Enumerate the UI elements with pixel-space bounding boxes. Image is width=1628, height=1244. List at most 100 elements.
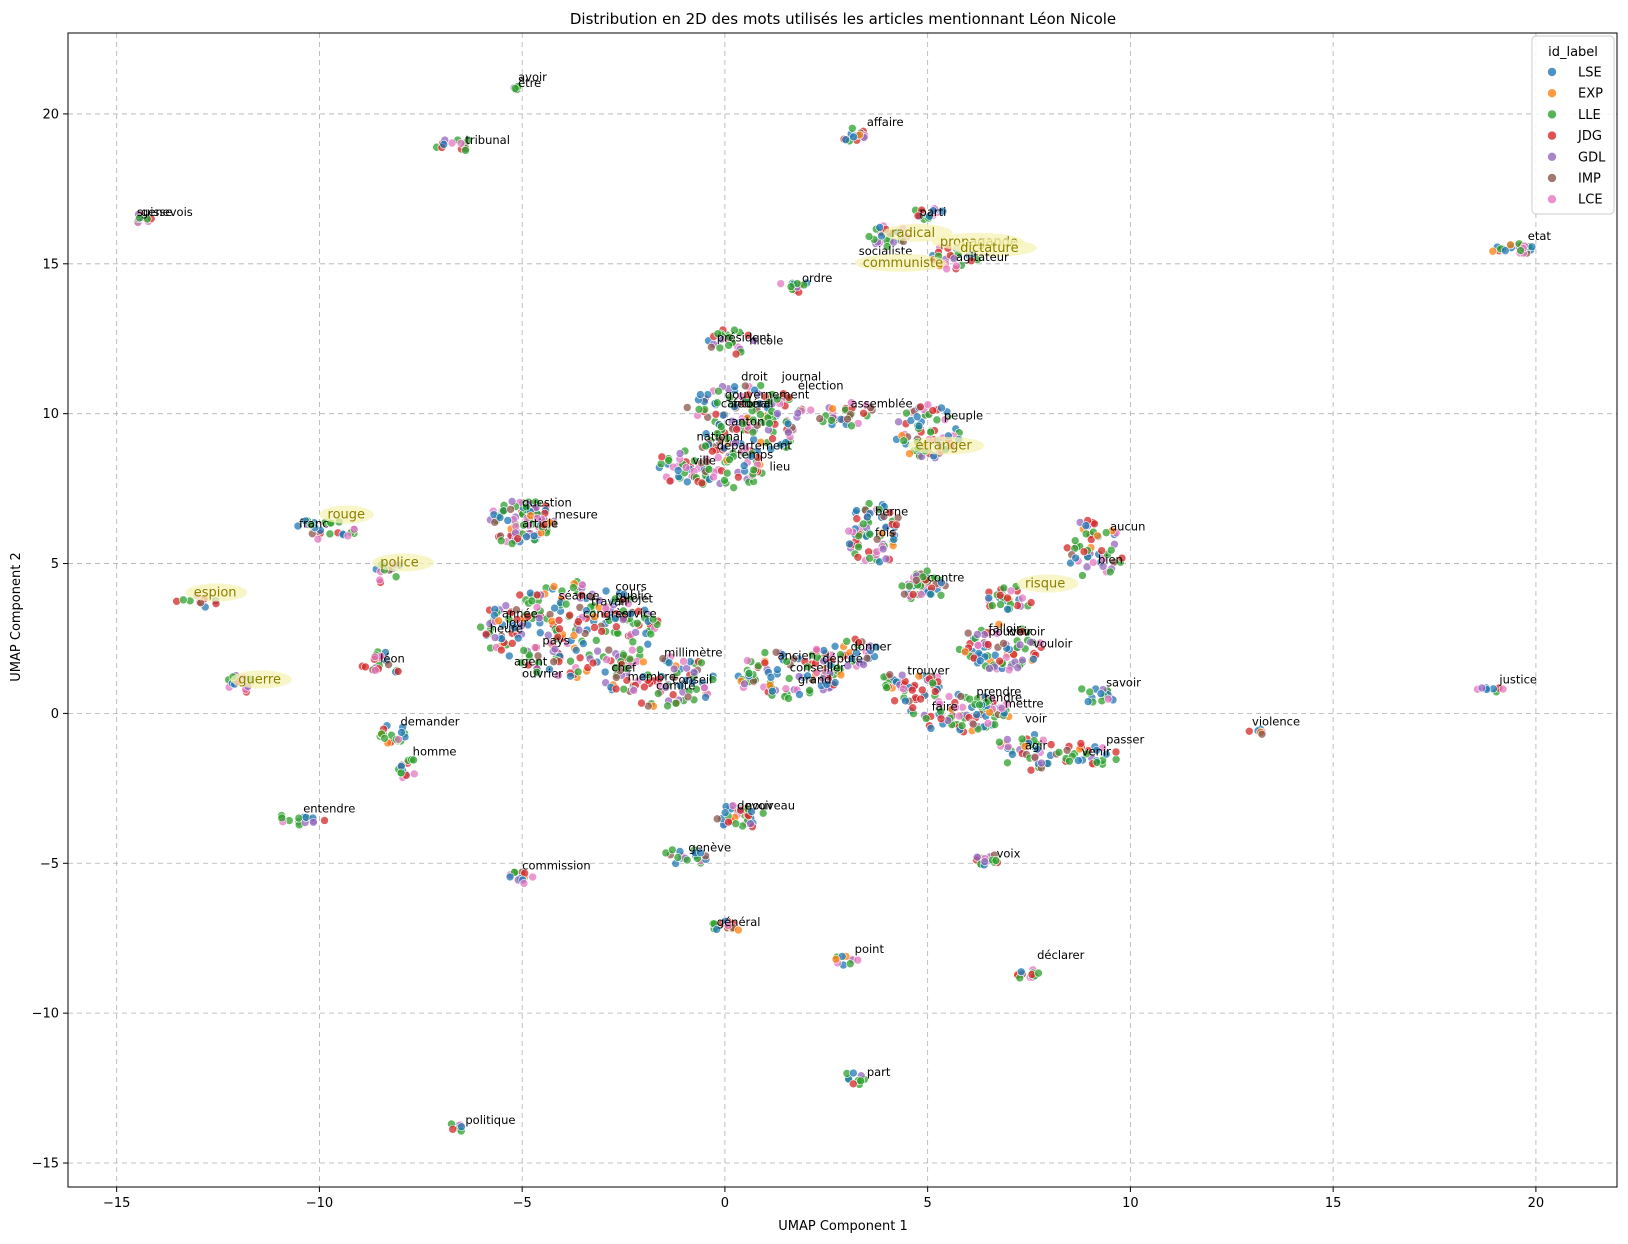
scatter-point-lce <box>554 671 563 680</box>
scatter-point-lce <box>602 655 611 664</box>
word-label: heure <box>490 621 523 635</box>
scatter-point-lse <box>712 925 721 934</box>
x-tick-label: 5 <box>924 1196 932 1211</box>
scatter-point-imp <box>879 512 889 521</box>
scatter-point-jdg <box>892 520 901 530</box>
legend-label-gdl: GDL <box>1578 150 1606 165</box>
word-label: falloir <box>988 621 1021 635</box>
scatter-point-jdg <box>859 408 868 418</box>
scatter-point-lce <box>578 580 587 590</box>
scatter-point-lle <box>864 499 874 508</box>
scatter-point-jdg <box>634 606 643 616</box>
word-label: mettre <box>1005 696 1044 710</box>
scatter-point-lse <box>975 656 985 666</box>
word-label: question <box>522 496 572 510</box>
scatter-point-lce <box>530 643 540 652</box>
scatter-point-imp <box>703 412 712 422</box>
scatter-point-lle <box>611 594 620 604</box>
scatter-point-lle <box>926 427 935 437</box>
scatter-point-gdl <box>985 664 994 673</box>
scatter-point-lse <box>638 672 648 681</box>
scatter-point-lse <box>439 140 449 149</box>
scatter-point-lle <box>325 529 335 539</box>
scatter-point-gdl <box>669 664 679 674</box>
scatter-point-jdg <box>1003 593 1012 603</box>
scatter-point-lse <box>849 132 858 142</box>
scatter-point-gdl <box>517 621 526 630</box>
scatter-point-lse <box>1102 749 1111 759</box>
scatter-point-lle <box>722 468 732 478</box>
scatter-point-imp <box>604 645 614 655</box>
x-tick-label: 0 <box>721 1196 729 1211</box>
scatter-point-lse <box>687 677 697 687</box>
scatter-point-jdg <box>916 694 925 704</box>
scatter-point-lle <box>532 667 542 677</box>
scatter-point-jdg <box>1076 739 1086 748</box>
scatter-point-lle <box>987 601 997 610</box>
scatter-point-jdg <box>708 446 717 456</box>
word-label: aucun <box>1110 520 1145 534</box>
highlight-halo <box>854 253 947 272</box>
scatter-point-jdg <box>995 656 1004 666</box>
word-label: politique <box>465 1113 515 1127</box>
highlight-halo <box>185 583 248 602</box>
scatter-point-lce <box>847 398 856 407</box>
y-tick-label: 20 <box>42 107 59 122</box>
scatter-point-gdl <box>859 660 868 669</box>
scatter-point-lse <box>545 665 554 674</box>
scatter-point-gdl <box>980 857 990 866</box>
scatter-point-lle <box>1105 567 1115 577</box>
scatter-point-lle <box>504 614 514 624</box>
scatter-point-lse <box>926 724 936 733</box>
scatter-point-lse <box>610 614 620 623</box>
scatter-point-lle <box>714 386 723 396</box>
scatter-point-lce <box>624 599 633 608</box>
scatter-point-lse <box>522 532 531 542</box>
scatter-point-imp <box>912 575 921 585</box>
word-label: cantonal <box>721 397 771 411</box>
scatter-point-lse <box>938 206 948 216</box>
scatter-point-lse <box>673 466 683 475</box>
scatter-point-jdg <box>1117 553 1127 563</box>
scatter-point-jdg <box>574 617 583 626</box>
scatter-point-jdg <box>848 1079 858 1089</box>
scatter-point-gdl <box>794 672 804 681</box>
word-label: pays <box>542 633 569 647</box>
scatter-point-lse <box>293 521 303 531</box>
scatter-point-exp <box>590 612 599 622</box>
scatter-point-lle <box>712 429 722 438</box>
scatter-point-jdg <box>983 640 993 649</box>
scatter-point-lle <box>957 721 967 730</box>
scatter-point-lle <box>756 410 765 419</box>
scatter-point-jdg <box>852 514 862 524</box>
scatter-point-gdl <box>1082 562 1092 572</box>
scatter-point-imp <box>866 403 875 412</box>
scatter-point-lse <box>1083 697 1093 706</box>
highlighted-word-label: étranger <box>915 439 972 454</box>
scatter-point-lse <box>852 506 861 515</box>
word-label: homme <box>413 744 457 758</box>
legend-label-exp: EXP <box>1578 87 1603 102</box>
scatter-point-exp <box>831 954 841 964</box>
scatter-point-imp <box>1062 745 1072 755</box>
scatter-point-lle <box>730 325 739 335</box>
scatter-point-lle <box>902 408 911 418</box>
word-label: parti <box>920 205 947 219</box>
scatter-point-jdg <box>916 402 925 412</box>
legend-label-lse: LSE <box>1578 66 1602 81</box>
scatter-point-imp <box>611 673 621 682</box>
scatter-point-lle <box>782 657 792 666</box>
scatter-point-lle <box>179 595 188 605</box>
scatter-point-gdl <box>689 668 699 677</box>
scatter-point-imp <box>999 639 1008 648</box>
word-label: droit <box>741 370 768 384</box>
scatter-point-gdl <box>773 409 782 418</box>
scatter-point-exp <box>1488 246 1498 256</box>
scatter-point-imp <box>587 592 596 602</box>
y-tick-label: 5 <box>51 557 59 572</box>
scatter-point-jdg <box>890 696 899 706</box>
scatter-point-lle <box>632 618 642 628</box>
scatter-point-lle <box>749 465 758 475</box>
highlighted-word-label: police <box>380 556 419 571</box>
scatter-point-lle <box>380 734 389 743</box>
